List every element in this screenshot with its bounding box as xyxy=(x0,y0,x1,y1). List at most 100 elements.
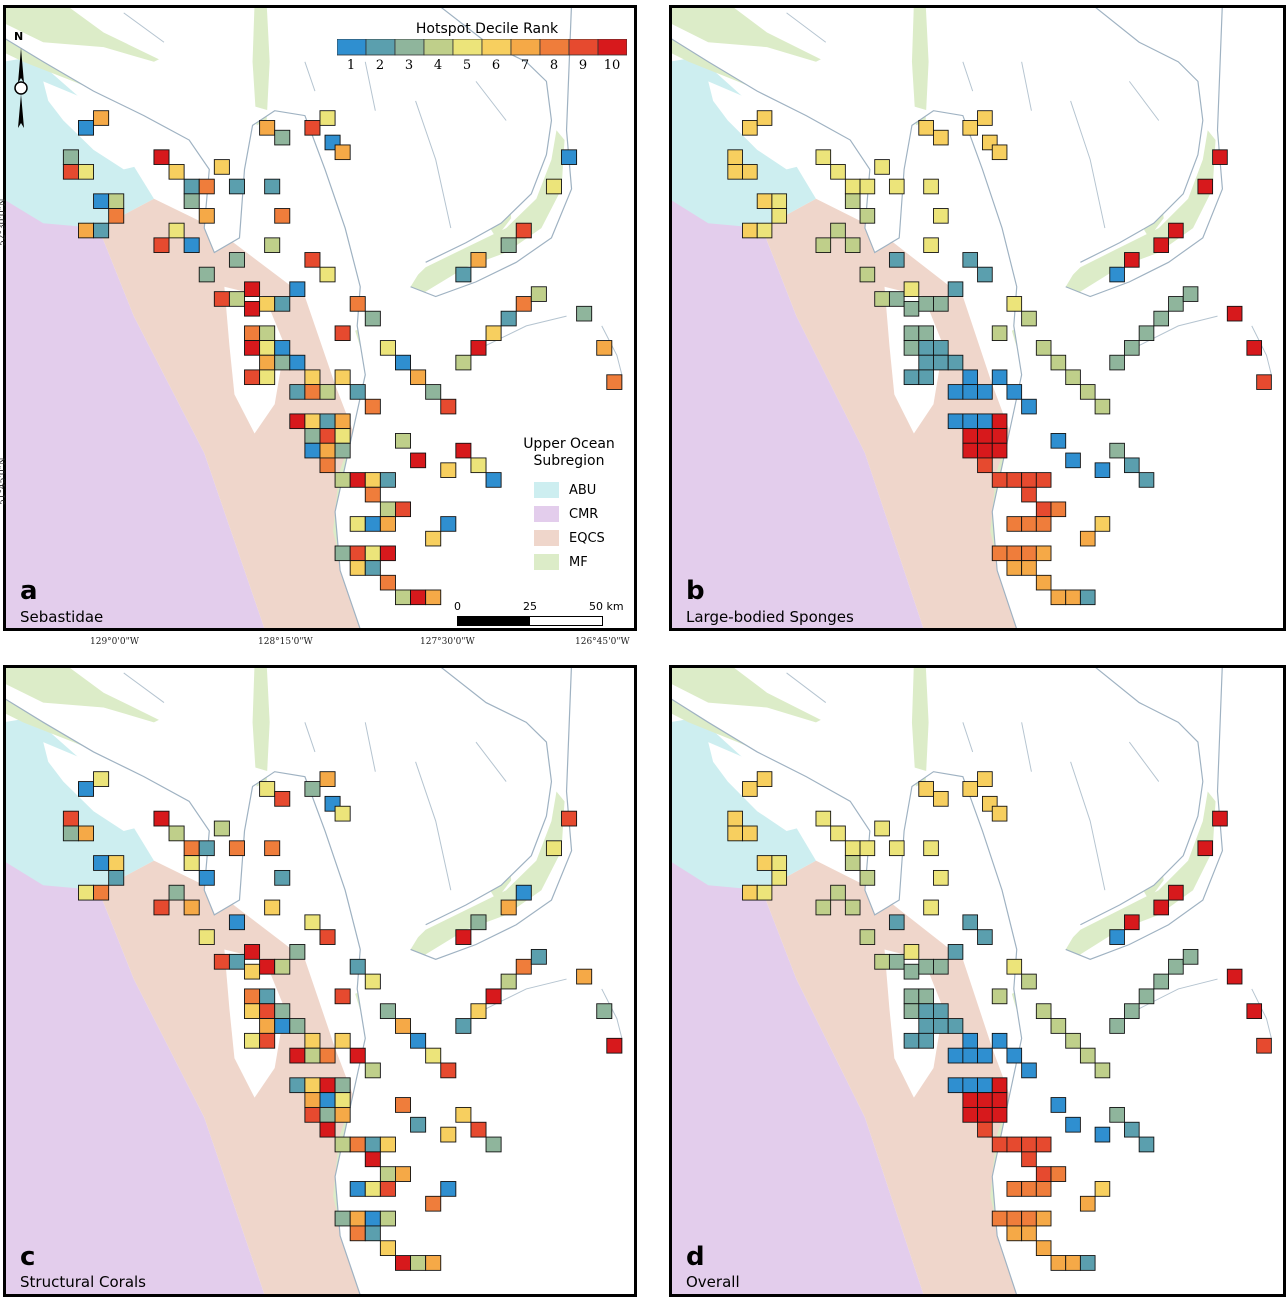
hotspot-cell xyxy=(977,1106,993,1123)
hotspot-cell xyxy=(259,296,276,312)
hotspot-cell xyxy=(440,1181,457,1197)
hotspot-cell xyxy=(888,291,905,307)
hotspot-cell xyxy=(830,164,846,180)
hotspot-cell xyxy=(962,1077,979,1094)
legend-rank-9: 9 xyxy=(578,58,588,73)
hotspot-cell xyxy=(183,178,200,195)
hotspot-cell xyxy=(933,869,949,886)
hotspot-cell xyxy=(244,1003,261,1020)
hotspot-cell xyxy=(153,237,170,253)
region-label-mf: MF xyxy=(569,554,588,570)
hotspot-cell xyxy=(918,296,934,312)
hotspot-cell xyxy=(183,899,200,916)
hotspot-cell xyxy=(977,428,993,444)
hotspot-cell xyxy=(319,384,336,400)
hotspot-cell xyxy=(1035,501,1052,518)
hotspot-cell xyxy=(425,589,442,606)
hotspot-cell xyxy=(991,545,1008,562)
hotspot-cell xyxy=(259,1003,276,1020)
hotspot-cell xyxy=(78,120,95,136)
hotspot-cell xyxy=(274,296,291,312)
hotspot-cell xyxy=(213,291,230,307)
hotspot-cell xyxy=(991,1092,1008,1108)
hotspot-cell xyxy=(756,855,773,871)
hotspot-cell xyxy=(1050,1097,1067,1113)
hotspot-cell xyxy=(259,325,276,342)
hotspot-cell xyxy=(991,1077,1008,1094)
hotspot-cell xyxy=(1138,472,1155,488)
hotspot-cell xyxy=(815,810,832,827)
hotspot-cell xyxy=(1021,472,1037,488)
hotspot-cell xyxy=(561,149,578,165)
hotspot-cell xyxy=(379,472,396,488)
hotspot-cell xyxy=(923,899,939,916)
hotspot-cell xyxy=(947,354,964,371)
hotspot-cell xyxy=(304,442,321,459)
hotspot-cell xyxy=(334,144,351,161)
hotspot-cell xyxy=(844,855,861,871)
scale-label-25: 25 xyxy=(523,600,537,613)
panel-letter-c: c xyxy=(20,1242,36,1272)
hotspot-cell xyxy=(1153,310,1169,327)
hotspot-cell xyxy=(933,958,949,975)
hotspot-cell xyxy=(1153,899,1169,916)
hotspot-cell xyxy=(888,953,905,970)
hotspot-cell xyxy=(947,1047,964,1064)
hotspot-cell xyxy=(198,929,215,945)
hotspot-cell xyxy=(923,178,939,195)
hotspot-cell xyxy=(108,208,125,224)
hotspot-cell xyxy=(991,1136,1008,1153)
region-swatch-abu xyxy=(534,482,559,498)
hotspot-cell xyxy=(844,193,861,209)
hotspot-cell xyxy=(319,1047,336,1064)
hotspot-cell xyxy=(991,1210,1008,1227)
legend-rank-7: 7 xyxy=(520,58,530,73)
hotspot-cell xyxy=(1050,501,1067,518)
hotspot-cell xyxy=(244,340,261,356)
hotspot-cell xyxy=(334,545,351,562)
hotspot-cell xyxy=(815,149,832,165)
hotspot-cell xyxy=(1226,968,1243,985)
hotspot-cell xyxy=(1006,1136,1023,1153)
hotspot-cell xyxy=(933,1018,949,1034)
hotspot-cell xyxy=(244,300,261,317)
hotspot-cell xyxy=(1109,1018,1125,1034)
hotspot-cell xyxy=(455,1018,472,1034)
region-swatch-mf xyxy=(534,554,559,570)
hotspot-cell xyxy=(274,790,291,807)
hotspot-cell xyxy=(1006,1210,1023,1227)
hotspot-cell xyxy=(977,266,993,283)
hotspot-cell xyxy=(379,1136,396,1153)
hotspot-cell xyxy=(108,869,125,886)
hotspot-cell xyxy=(991,144,1008,161)
hotspot-cell xyxy=(561,810,578,827)
hotspot-cell xyxy=(918,1018,934,1034)
hotspot-cell xyxy=(933,1003,949,1020)
hotspot-cell xyxy=(395,501,412,518)
hotspot-cell xyxy=(500,899,517,916)
hotspot-cell xyxy=(859,178,876,195)
hotspot-cell xyxy=(933,296,949,312)
hotspot-cell xyxy=(228,840,245,857)
hotspot-cell xyxy=(1168,958,1184,975)
hotspot-cell xyxy=(1021,516,1037,532)
hotspot-cell xyxy=(304,781,321,797)
hotspot-cell xyxy=(62,810,79,827)
hotspot-cell xyxy=(815,899,832,916)
hotspot-cell xyxy=(1050,1255,1067,1271)
hotspot-cell xyxy=(1021,560,1037,576)
hotspot-cell xyxy=(756,771,773,787)
hotspot-cell xyxy=(334,1077,351,1094)
hotspot-cell xyxy=(977,384,993,400)
hotspot-cell xyxy=(395,354,412,371)
hotspot-cell xyxy=(364,1181,381,1197)
hotspot-cell xyxy=(859,840,876,857)
hotspot-cell xyxy=(289,413,306,430)
hotspot-cell xyxy=(78,825,95,842)
hotspot-cell xyxy=(395,1097,412,1113)
hotspot-cell xyxy=(606,374,623,390)
hotspot-cell xyxy=(259,1032,276,1049)
hotspot-cell xyxy=(1124,1121,1140,1138)
hotspot-cell xyxy=(334,1106,351,1123)
hotspot-cell xyxy=(379,1166,396,1182)
